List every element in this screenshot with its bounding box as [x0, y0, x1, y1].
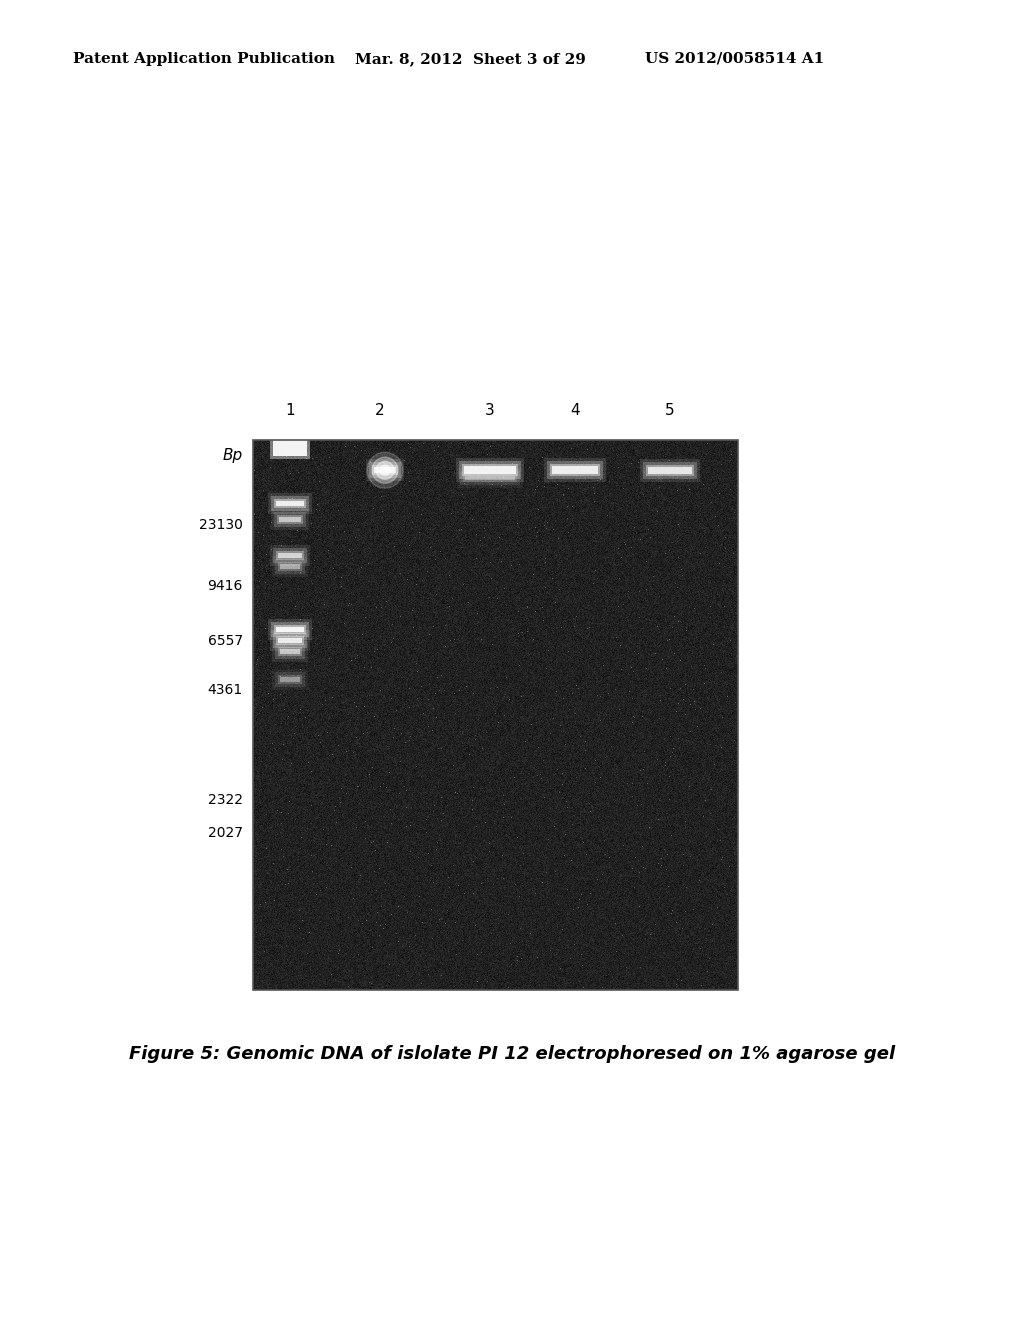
Bar [278, 515, 303, 524]
Bar [278, 553, 302, 558]
Circle shape [372, 457, 398, 483]
Bar [460, 471, 520, 486]
Bar [270, 425, 310, 459]
Bar [253, 440, 738, 990]
Bar [273, 548, 307, 564]
Bar [274, 626, 306, 634]
Bar [464, 466, 516, 474]
Text: Figure 5: Genomic DNA of islolate PI 12 electrophoresed on 1% agarose gel: Figure 5: Genomic DNA of islolate PI 12 … [129, 1045, 895, 1063]
Bar [270, 545, 310, 566]
Bar [272, 556, 308, 577]
Circle shape [367, 453, 403, 488]
Bar [459, 461, 521, 479]
Text: Patent Application Publication: Patent Application Publication [73, 51, 335, 66]
Bar [268, 619, 312, 640]
Text: 4361: 4361 [208, 684, 243, 697]
Bar [273, 428, 307, 455]
Text: 1: 1 [286, 403, 295, 418]
Bar [369, 462, 401, 478]
Bar [276, 500, 304, 506]
Bar [276, 550, 304, 560]
Bar [268, 492, 312, 513]
Bar [552, 466, 598, 474]
Bar [280, 564, 300, 569]
Bar [274, 512, 306, 527]
Bar [273, 634, 307, 648]
Bar [276, 636, 304, 645]
Bar [278, 675, 302, 684]
Text: 3: 3 [485, 403, 495, 418]
Text: 23130: 23130 [199, 519, 243, 532]
Text: 2: 2 [375, 403, 385, 418]
Text: 2027: 2027 [208, 826, 243, 841]
Bar [275, 644, 305, 659]
Bar [374, 467, 396, 474]
Bar [275, 558, 305, 574]
Bar [646, 465, 694, 475]
Circle shape [380, 465, 390, 475]
Bar [275, 672, 305, 686]
Bar [547, 461, 603, 479]
Bar [456, 458, 524, 482]
Bar [544, 458, 606, 482]
Bar [280, 677, 300, 681]
Bar [276, 627, 304, 632]
Bar [272, 669, 308, 690]
Text: 6557: 6557 [208, 634, 243, 648]
Bar [372, 465, 398, 475]
Bar [280, 649, 300, 655]
Circle shape [376, 461, 394, 479]
Text: 4: 4 [570, 403, 580, 418]
Text: US 2012/0058514 A1: US 2012/0058514 A1 [645, 51, 824, 66]
Bar [465, 477, 515, 480]
Text: 9416: 9416 [208, 578, 243, 593]
Bar [271, 496, 309, 511]
Bar [278, 647, 302, 656]
Bar [366, 459, 404, 482]
Text: 5: 5 [666, 403, 675, 418]
Bar [271, 622, 309, 638]
Text: Mar. 8, 2012  Sheet 3 of 29: Mar. 8, 2012 Sheet 3 of 29 [355, 51, 586, 66]
Bar [463, 474, 517, 482]
Bar [270, 630, 310, 651]
Bar [648, 467, 692, 474]
Bar [457, 469, 523, 488]
Text: 2322: 2322 [208, 793, 243, 808]
Bar [279, 517, 301, 523]
Bar [462, 465, 518, 477]
Bar [274, 499, 306, 508]
Text: Bp: Bp [223, 447, 243, 463]
Bar [643, 462, 697, 479]
Bar [550, 465, 600, 477]
Bar [278, 639, 302, 643]
Bar [640, 459, 700, 482]
Bar [272, 642, 308, 663]
Bar [253, 440, 738, 990]
Bar [278, 562, 302, 572]
Bar [271, 510, 309, 531]
